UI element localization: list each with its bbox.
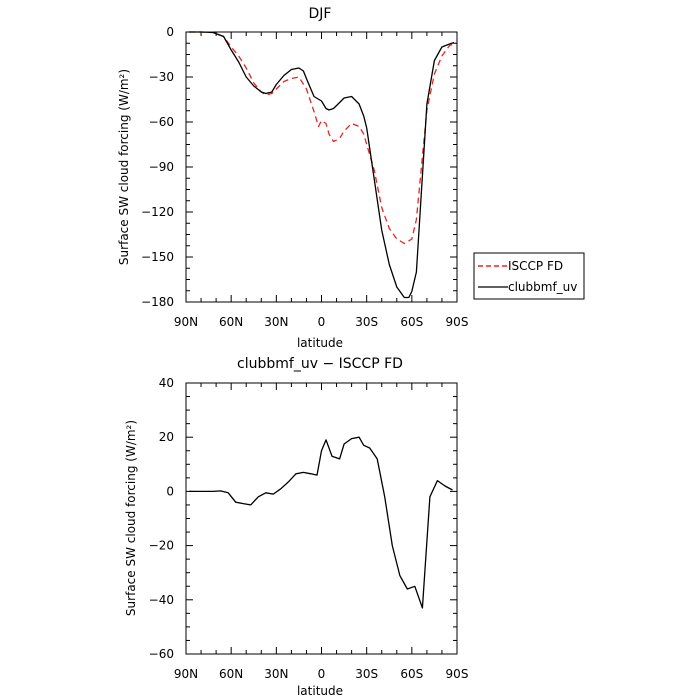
top-y-tick-label: −180 — [141, 295, 174, 309]
series-line-clubbmf-uv — [189, 31, 455, 299]
bottom-x-axis-label: latitude — [297, 684, 343, 698]
legend-label-isccp-fd: ISCCP FD — [508, 259, 563, 273]
top-x-tick-label: 90N — [174, 315, 198, 329]
legend-box — [473, 252, 585, 300]
difference-panel: clubbmf_uv − ISCCP FD latitude Surface S… — [124, 356, 468, 698]
bottom-y-axis-label: Surface SW cloud forcing (W/m²) — [124, 420, 138, 616]
series-line-difference — [189, 436, 453, 609]
top-y-tick-label: −90 — [149, 160, 174, 174]
top-y-tick-label: −30 — [149, 70, 174, 84]
top-chart-title: DJF — [309, 6, 332, 22]
bottom-plot-frame — [185, 382, 458, 655]
bottom-y-tick-label: 0 — [166, 484, 174, 498]
bottom-y-tick-label: −20 — [149, 539, 174, 553]
bottom-y-tick-label: −60 — [149, 647, 174, 661]
bottom-x-tick-label: 60S — [400, 667, 423, 681]
top-x-tick-label: 30N — [264, 315, 288, 329]
top-y-tick-label: −150 — [141, 250, 174, 264]
bottom-x-tick-label: 90S — [446, 667, 469, 681]
top-y-tick-label: −60 — [149, 115, 174, 129]
top-x-tick-label: 30S — [355, 315, 378, 329]
top-y-tick-label: −120 — [141, 205, 174, 219]
top-x-tick-label: 60S — [400, 315, 423, 329]
series-line-isccp-fd — [189, 31, 455, 245]
bottom-x-tick-label: 90N — [174, 667, 198, 681]
top-x-tick-label: 0 — [318, 315, 326, 329]
legend-label-clubbmf-uv: clubbmf_uv — [508, 280, 577, 294]
bottom-x-tick-label: 30S — [355, 667, 378, 681]
bottom-x-tick-label: 0 — [318, 667, 326, 681]
top-y-axis-label: Surface SW cloud forcing (W/m²) — [117, 69, 131, 265]
top-x-tick-label: 90S — [446, 315, 469, 329]
djf-panel: DJF latitude Surface SW cloud forcing (W… — [117, 6, 468, 350]
top-plot-frame — [185, 31, 458, 303]
bottom-y-tick-label: −40 — [149, 593, 174, 607]
bottom-chart-title: clubbmf_uv − ISCCP FD — [237, 356, 403, 372]
top-x-tick-label: 60N — [219, 315, 243, 329]
top-y-tick-label: 0 — [166, 25, 174, 39]
bottom-x-tick-label: 30N — [264, 667, 288, 681]
bottom-x-tick-label: 60N — [219, 667, 243, 681]
top-x-axis-label: latitude — [297, 336, 343, 350]
bottom-y-tick-label: 40 — [159, 376, 174, 390]
bottom-y-tick-label: 20 — [159, 430, 174, 444]
legend: ISCCP FD clubbmf_uv — [473, 252, 585, 300]
